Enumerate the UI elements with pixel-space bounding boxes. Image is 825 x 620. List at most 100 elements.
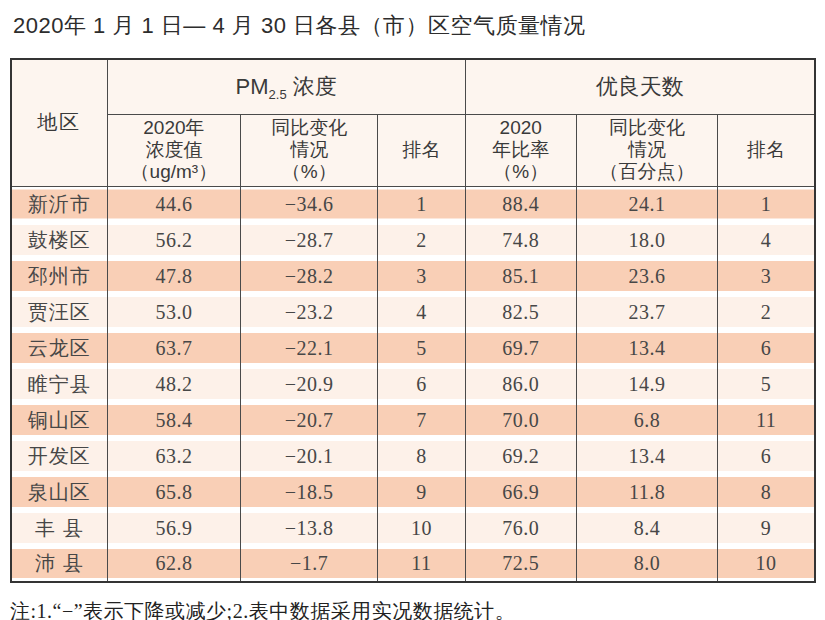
days-rate-cell: 70.0 [465, 402, 576, 438]
days-change-cell: 24.1 [576, 186, 717, 222]
days-rank-cell: 3 [718, 258, 815, 294]
pm-value-cell: 53.0 [107, 294, 240, 330]
pm-rank-cell: 2 [378, 222, 465, 258]
region-cell: 邳州市 [11, 258, 107, 294]
pm-rank-cell: 5 [378, 330, 465, 366]
table-row: 新沂市 44.6 −34.6 1 88.4 24.1 1 [11, 186, 815, 222]
days-change-cell: 11.8 [576, 474, 717, 510]
region-cell: 开发区 [11, 438, 107, 474]
days-change-cell: 23.6 [576, 258, 717, 294]
pm-label: PM [236, 74, 269, 99]
pm-rank-cell: 9 [378, 474, 465, 510]
pm-rank-cell: 7 [378, 402, 465, 438]
days-change-cell: 8.0 [576, 546, 717, 582]
group-header-row: 地区 PM2.5 浓度 优良天数 [11, 59, 815, 114]
days-change-cell: 13.4 [576, 438, 717, 474]
pm-group-header: PM2.5 浓度 [107, 59, 465, 114]
pm-label-suffix: 浓度 [287, 74, 337, 99]
pm-value-cell: 56.9 [107, 510, 240, 546]
days-rate-cell: 86.0 [465, 366, 576, 402]
days-rank-cell: 1 [718, 186, 815, 222]
days-rank-cell: 6 [718, 438, 815, 474]
table-header: 地区 PM2.5 浓度 优良天数 2020年 浓度值 （ug/m³） 同比变化 … [11, 59, 815, 186]
pm-value-cell: 62.8 [107, 546, 240, 582]
pm-subscript: 2.5 [269, 87, 287, 102]
days-change-cell: 13.4 [576, 330, 717, 366]
pm-value-cell: 65.8 [107, 474, 240, 510]
pm-value-cell: 63.2 [107, 438, 240, 474]
pm-rank-cell: 4 [378, 294, 465, 330]
days-rate-cell: 66.9 [465, 474, 576, 510]
table-row: 丰 县 56.9 −13.8 10 76.0 8.4 9 [11, 510, 815, 546]
table-body: 新沂市 44.6 −34.6 1 88.4 24.1 1 鼓楼区 56.2 −2… [11, 186, 815, 582]
table-row: 睢宁县 48.2 −20.9 6 86.0 14.9 5 [11, 366, 815, 402]
days-rank-cell: 2 [718, 294, 815, 330]
pm-rank-header: 排名 [378, 114, 465, 186]
pm-rank-cell: 11 [378, 546, 465, 582]
table-row: 云龙区 63.7 −22.1 5 69.7 13.4 6 [11, 330, 815, 366]
pm-change-cell: −34.6 [241, 186, 378, 222]
table-row: 铜山区 58.4 −20.7 7 70.0 6.8 11 [11, 402, 815, 438]
pm-value-cell: 56.2 [107, 222, 240, 258]
pm-value-cell: 48.2 [107, 366, 240, 402]
table-row: 开发区 63.2 −20.1 8 69.2 13.4 6 [11, 438, 815, 474]
pm-change-cell: −28.2 [241, 258, 378, 294]
region-cell: 云龙区 [11, 330, 107, 366]
pm-rank-cell: 3 [378, 258, 465, 294]
table-row: 邳州市 47.8 −28.2 3 85.1 23.6 3 [11, 258, 815, 294]
pm-change-cell: −28.7 [241, 222, 378, 258]
days-rate-cell: 69.7 [465, 330, 576, 366]
pm-value-cell: 47.8 [107, 258, 240, 294]
days-rank-cell: 6 [718, 330, 815, 366]
days-rank-cell: 9 [718, 510, 815, 546]
region-cell: 睢宁县 [11, 366, 107, 402]
pm-value-cell: 44.6 [107, 186, 240, 222]
table-row: 沛 县 62.8 −1.7 11 72.5 8.0 10 [11, 546, 815, 582]
days-rank-cell: 10 [718, 546, 815, 582]
days-rate-cell: 82.5 [465, 294, 576, 330]
days-rate-cell: 85.1 [465, 258, 576, 294]
region-cell: 新沂市 [11, 186, 107, 222]
pm-rank-cell: 6 [378, 366, 465, 402]
days-change-header: 同比变化 情况 （百分点） [576, 114, 717, 186]
pm-change-cell: −20.7 [241, 402, 378, 438]
pm-change-header: 同比变化 情况 （%） [241, 114, 378, 186]
pm-change-cell: −23.2 [241, 294, 378, 330]
air-quality-table: 地区 PM2.5 浓度 优良天数 2020年 浓度值 （ug/m³） 同比变化 … [10, 58, 816, 583]
days-change-cell: 18.0 [576, 222, 717, 258]
table-row: 泉山区 65.8 −18.5 9 66.9 11.8 8 [11, 474, 815, 510]
days-rank-cell: 11 [718, 402, 815, 438]
days-rate-cell: 72.5 [465, 546, 576, 582]
pm-change-cell: −22.1 [241, 330, 378, 366]
days-change-cell: 14.9 [576, 366, 717, 402]
region-cell: 泉山区 [11, 474, 107, 510]
pm-rank-cell: 1 [378, 186, 465, 222]
pm-change-cell: −20.9 [241, 366, 378, 402]
region-cell: 铜山区 [11, 402, 107, 438]
pm-change-cell: −13.8 [241, 510, 378, 546]
region-column-header: 地区 [11, 59, 107, 186]
pm-value-cell: 58.4 [107, 402, 240, 438]
region-cell: 沛 县 [11, 546, 107, 582]
pm-value-header: 2020年 浓度值 （ug/m³） [107, 114, 240, 186]
days-change-cell: 6.8 [576, 402, 717, 438]
days-rate-cell: 76.0 [465, 510, 576, 546]
region-cell: 贾汪区 [11, 294, 107, 330]
pm-value-cell: 63.7 [107, 330, 240, 366]
table-row: 鼓楼区 56.2 −28.7 2 74.8 18.0 4 [11, 222, 815, 258]
pm-change-cell: −1.7 [241, 546, 378, 582]
days-rate-cell: 69.2 [465, 438, 576, 474]
region-cell: 鼓楼区 [11, 222, 107, 258]
pm-change-cell: −18.5 [241, 474, 378, 510]
sub-header-row: 2020年 浓度值 （ug/m³） 同比变化 情况 （%） 排名 2020 年比… [11, 114, 815, 186]
pm-rank-cell: 10 [378, 510, 465, 546]
days-rate-cell: 88.4 [465, 186, 576, 222]
table-row: 贾汪区 53.0 −23.2 4 82.5 23.7 2 [11, 294, 815, 330]
good-days-group-header: 优良天数 [465, 59, 815, 114]
region-cell: 丰 县 [11, 510, 107, 546]
pm-rank-cell: 8 [378, 438, 465, 474]
days-rank-cell: 8 [718, 474, 815, 510]
days-rank-cell: 4 [718, 222, 815, 258]
days-rank-cell: 5 [718, 366, 815, 402]
days-rank-header: 排名 [718, 114, 815, 186]
